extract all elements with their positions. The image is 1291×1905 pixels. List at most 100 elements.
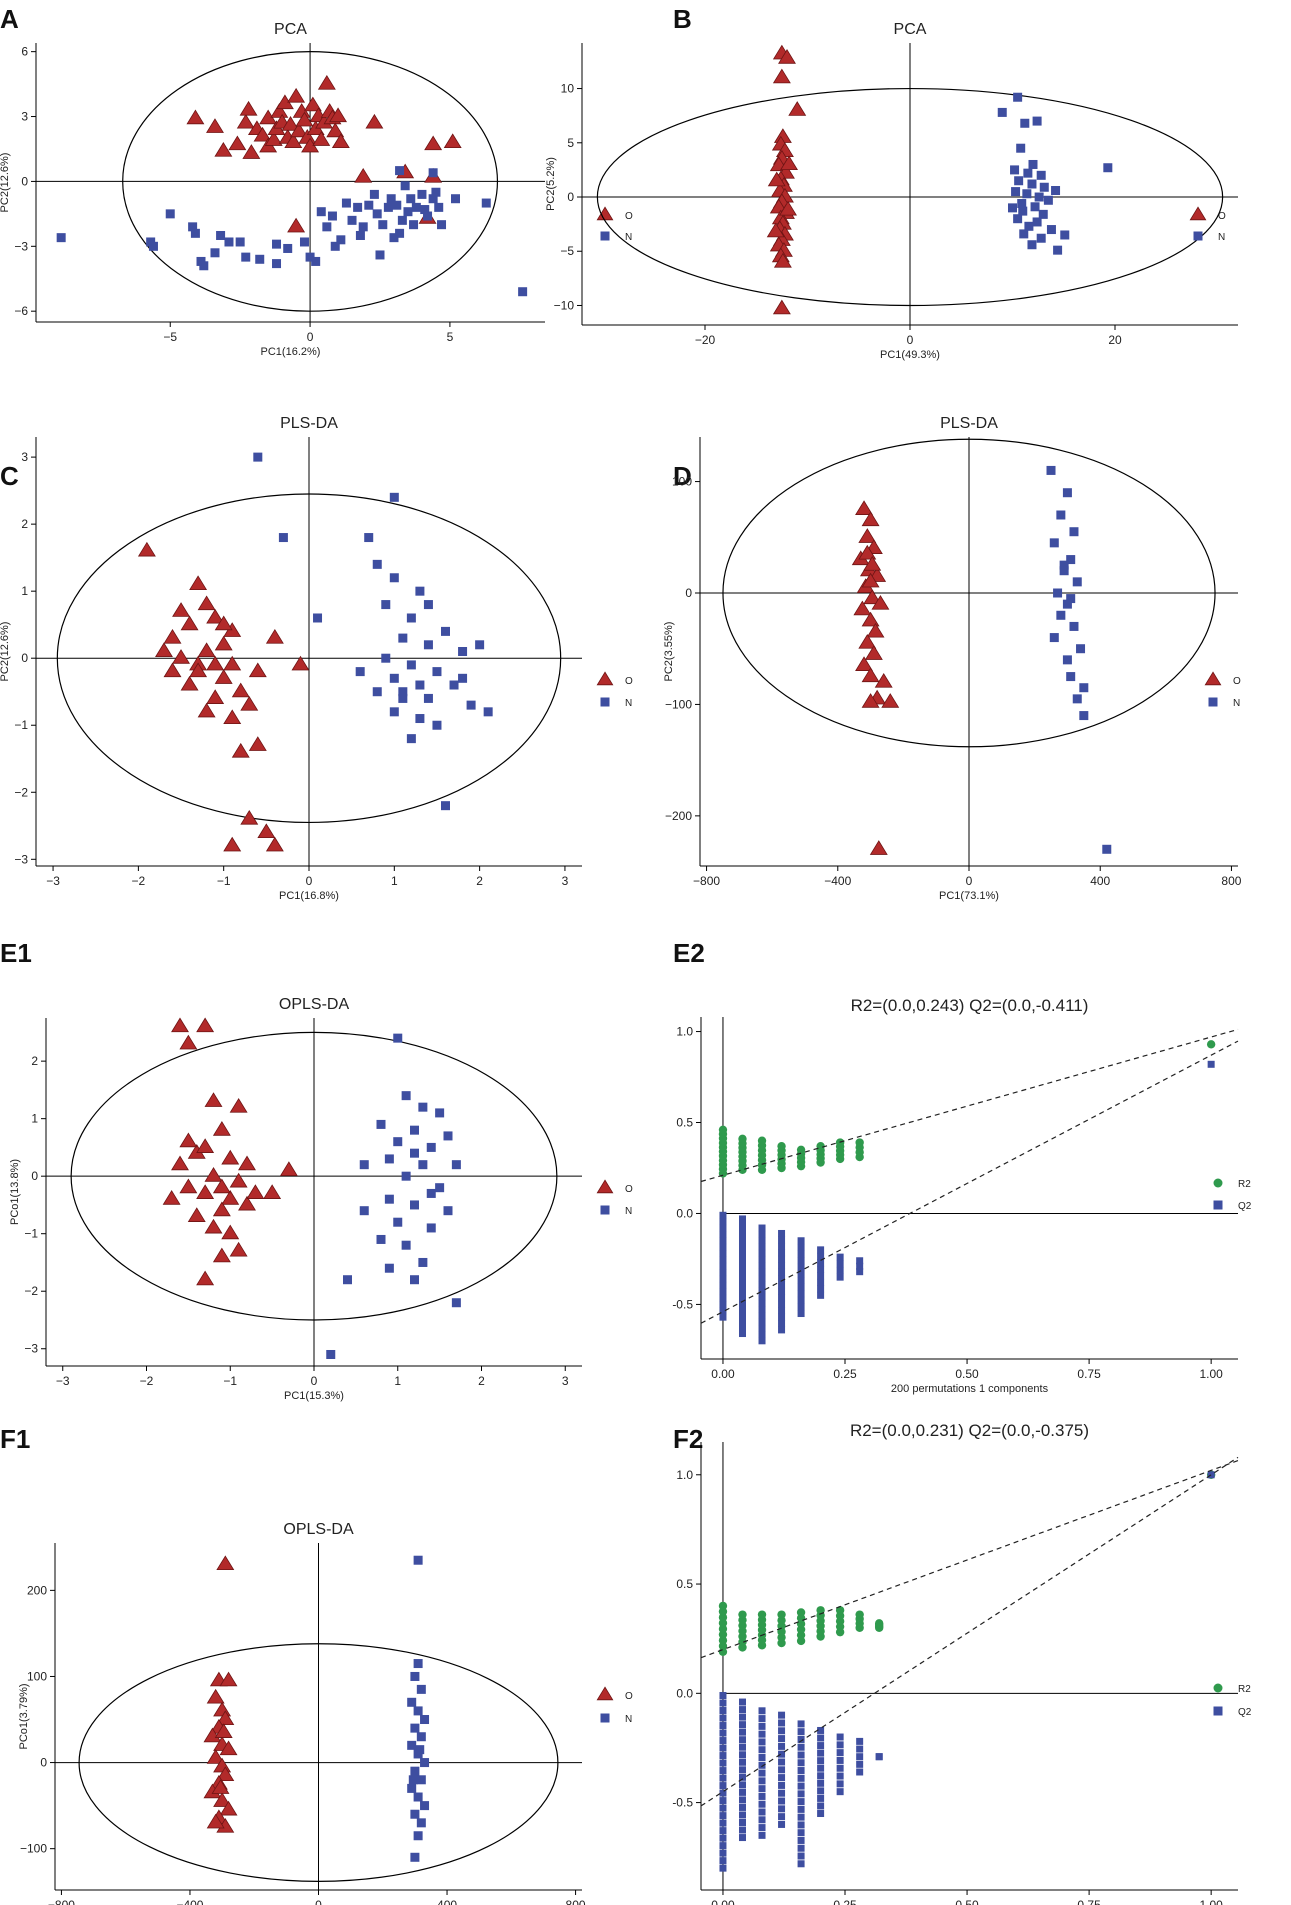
data-point-n bbox=[1010, 165, 1020, 175]
data-point-q2 bbox=[875, 1753, 883, 1761]
data-point-q2 bbox=[738, 1310, 746, 1318]
chart-panel-f2: F2 R2=(0.0,0.231) Q2=(0.0,-0.375) 0.00 0.25… bbox=[672, 1421, 1251, 1905]
data-point-q2 bbox=[836, 1780, 844, 1788]
data-point-q2 bbox=[797, 1250, 805, 1258]
data-point-q2 bbox=[758, 1324, 766, 1332]
data-point-n bbox=[1051, 186, 1061, 196]
data-point-o bbox=[354, 167, 373, 183]
data-point-o bbox=[204, 1092, 223, 1107]
data-point-n bbox=[1069, 527, 1079, 537]
data-point-q2 bbox=[758, 1224, 766, 1232]
data-point-q2 bbox=[1207, 1060, 1215, 1068]
data-point-q2 bbox=[758, 1777, 766, 1785]
data-point-q2 bbox=[719, 1262, 727, 1270]
data-point-q2 bbox=[719, 1237, 727, 1245]
data-point-q2 bbox=[719, 1767, 727, 1775]
panel-letter: B bbox=[673, 4, 692, 34]
data-point-n bbox=[415, 586, 425, 596]
data-point-q2 bbox=[817, 1285, 825, 1293]
data-point-n bbox=[1066, 672, 1076, 682]
data-point-n bbox=[1027, 240, 1037, 250]
data-point-n bbox=[401, 1240, 411, 1250]
data-point-o bbox=[853, 600, 872, 616]
data-point-n bbox=[1076, 644, 1086, 654]
data-point-q2 bbox=[719, 1864, 727, 1872]
y-tick-label: 100 bbox=[672, 475, 692, 489]
data-point-n bbox=[1039, 182, 1049, 192]
data-point-n bbox=[418, 1257, 428, 1267]
data-point-q2 bbox=[738, 1698, 746, 1706]
data-point-o bbox=[331, 133, 350, 149]
data-point-q2 bbox=[778, 1236, 786, 1244]
data-point-q2 bbox=[758, 1262, 766, 1270]
legend-label-r2: R2 bbox=[1238, 1179, 1251, 1190]
data-point-q2 bbox=[797, 1798, 805, 1806]
data-point-n bbox=[210, 248, 220, 258]
data-point-n bbox=[327, 211, 337, 221]
data-point-n bbox=[1011, 187, 1021, 197]
data-point-o bbox=[861, 611, 880, 627]
data-point-n bbox=[418, 1160, 428, 1170]
data-point-q2 bbox=[738, 1818, 746, 1826]
x-axis-label: PC1(73.1%) bbox=[939, 890, 999, 902]
data-point-o bbox=[329, 107, 348, 123]
data-point-q2 bbox=[738, 1259, 746, 1267]
data-point-o bbox=[189, 662, 208, 678]
data-point-n bbox=[1079, 711, 1089, 721]
data-point-q2 bbox=[856, 1268, 864, 1276]
data-point-n bbox=[1022, 189, 1032, 199]
data-point-q2 bbox=[797, 1860, 805, 1868]
data-point-q2 bbox=[758, 1230, 766, 1238]
legend-label-o: O bbox=[625, 211, 633, 222]
x-tick-label: −3 bbox=[46, 874, 60, 888]
data-point-q2 bbox=[797, 1774, 805, 1782]
data-point-n bbox=[1056, 610, 1066, 620]
data-point-n bbox=[1043, 195, 1053, 205]
data-point-r2 bbox=[718, 1601, 728, 1611]
data-point-q2 bbox=[738, 1826, 746, 1834]
panel-letter: D bbox=[673, 461, 692, 491]
data-point-o bbox=[214, 615, 233, 631]
data-point-q2 bbox=[738, 1788, 746, 1796]
data-point-q2 bbox=[778, 1813, 786, 1821]
data-point-o bbox=[284, 133, 303, 149]
data-point-o bbox=[861, 511, 880, 527]
data-point-o bbox=[317, 74, 336, 90]
data-point-q2 bbox=[758, 1730, 766, 1738]
data-point-q2 bbox=[758, 1274, 766, 1282]
data-point-o bbox=[869, 840, 888, 855]
data-point-r2 bbox=[816, 1141, 825, 1151]
x-tick-label: 1 bbox=[391, 874, 398, 888]
data-point-o bbox=[303, 96, 322, 112]
x-tick-label: 0.75 bbox=[1077, 1898, 1101, 1905]
data-point-n bbox=[1049, 538, 1059, 548]
data-point-q2 bbox=[738, 1713, 746, 1721]
data-point-q2 bbox=[817, 1252, 825, 1260]
y-tick-label: -0.5 bbox=[672, 1297, 693, 1311]
data-point-n bbox=[1030, 202, 1040, 212]
x-tick-label: 0 bbox=[315, 1898, 322, 1905]
data-point-n bbox=[1016, 143, 1026, 153]
data-point-q2 bbox=[758, 1831, 766, 1839]
y-tick-label: −3 bbox=[24, 1342, 38, 1356]
data-point-n bbox=[406, 660, 416, 670]
data-point-q2 bbox=[738, 1317, 746, 1325]
data-point-o bbox=[197, 642, 216, 658]
data-point-q2 bbox=[738, 1766, 746, 1774]
data-point-n bbox=[403, 207, 413, 217]
data-point-q2 bbox=[719, 1834, 727, 1842]
data-point-r2 bbox=[738, 1610, 747, 1619]
data-point-n bbox=[432, 667, 442, 677]
x-tick-label: −3 bbox=[56, 1374, 70, 1388]
data-point-r2 bbox=[757, 1610, 767, 1619]
data-point-n bbox=[423, 600, 433, 610]
data-point-o bbox=[788, 101, 807, 116]
data-point-n bbox=[410, 1125, 419, 1135]
data-point-q2 bbox=[738, 1234, 746, 1242]
data-point-o bbox=[326, 122, 345, 138]
data-point-o bbox=[279, 1161, 298, 1176]
data-point-o bbox=[221, 1190, 240, 1205]
data-point-q2 bbox=[738, 1728, 746, 1736]
data-point-n bbox=[392, 200, 402, 210]
legend-label-n: N bbox=[1233, 698, 1240, 709]
